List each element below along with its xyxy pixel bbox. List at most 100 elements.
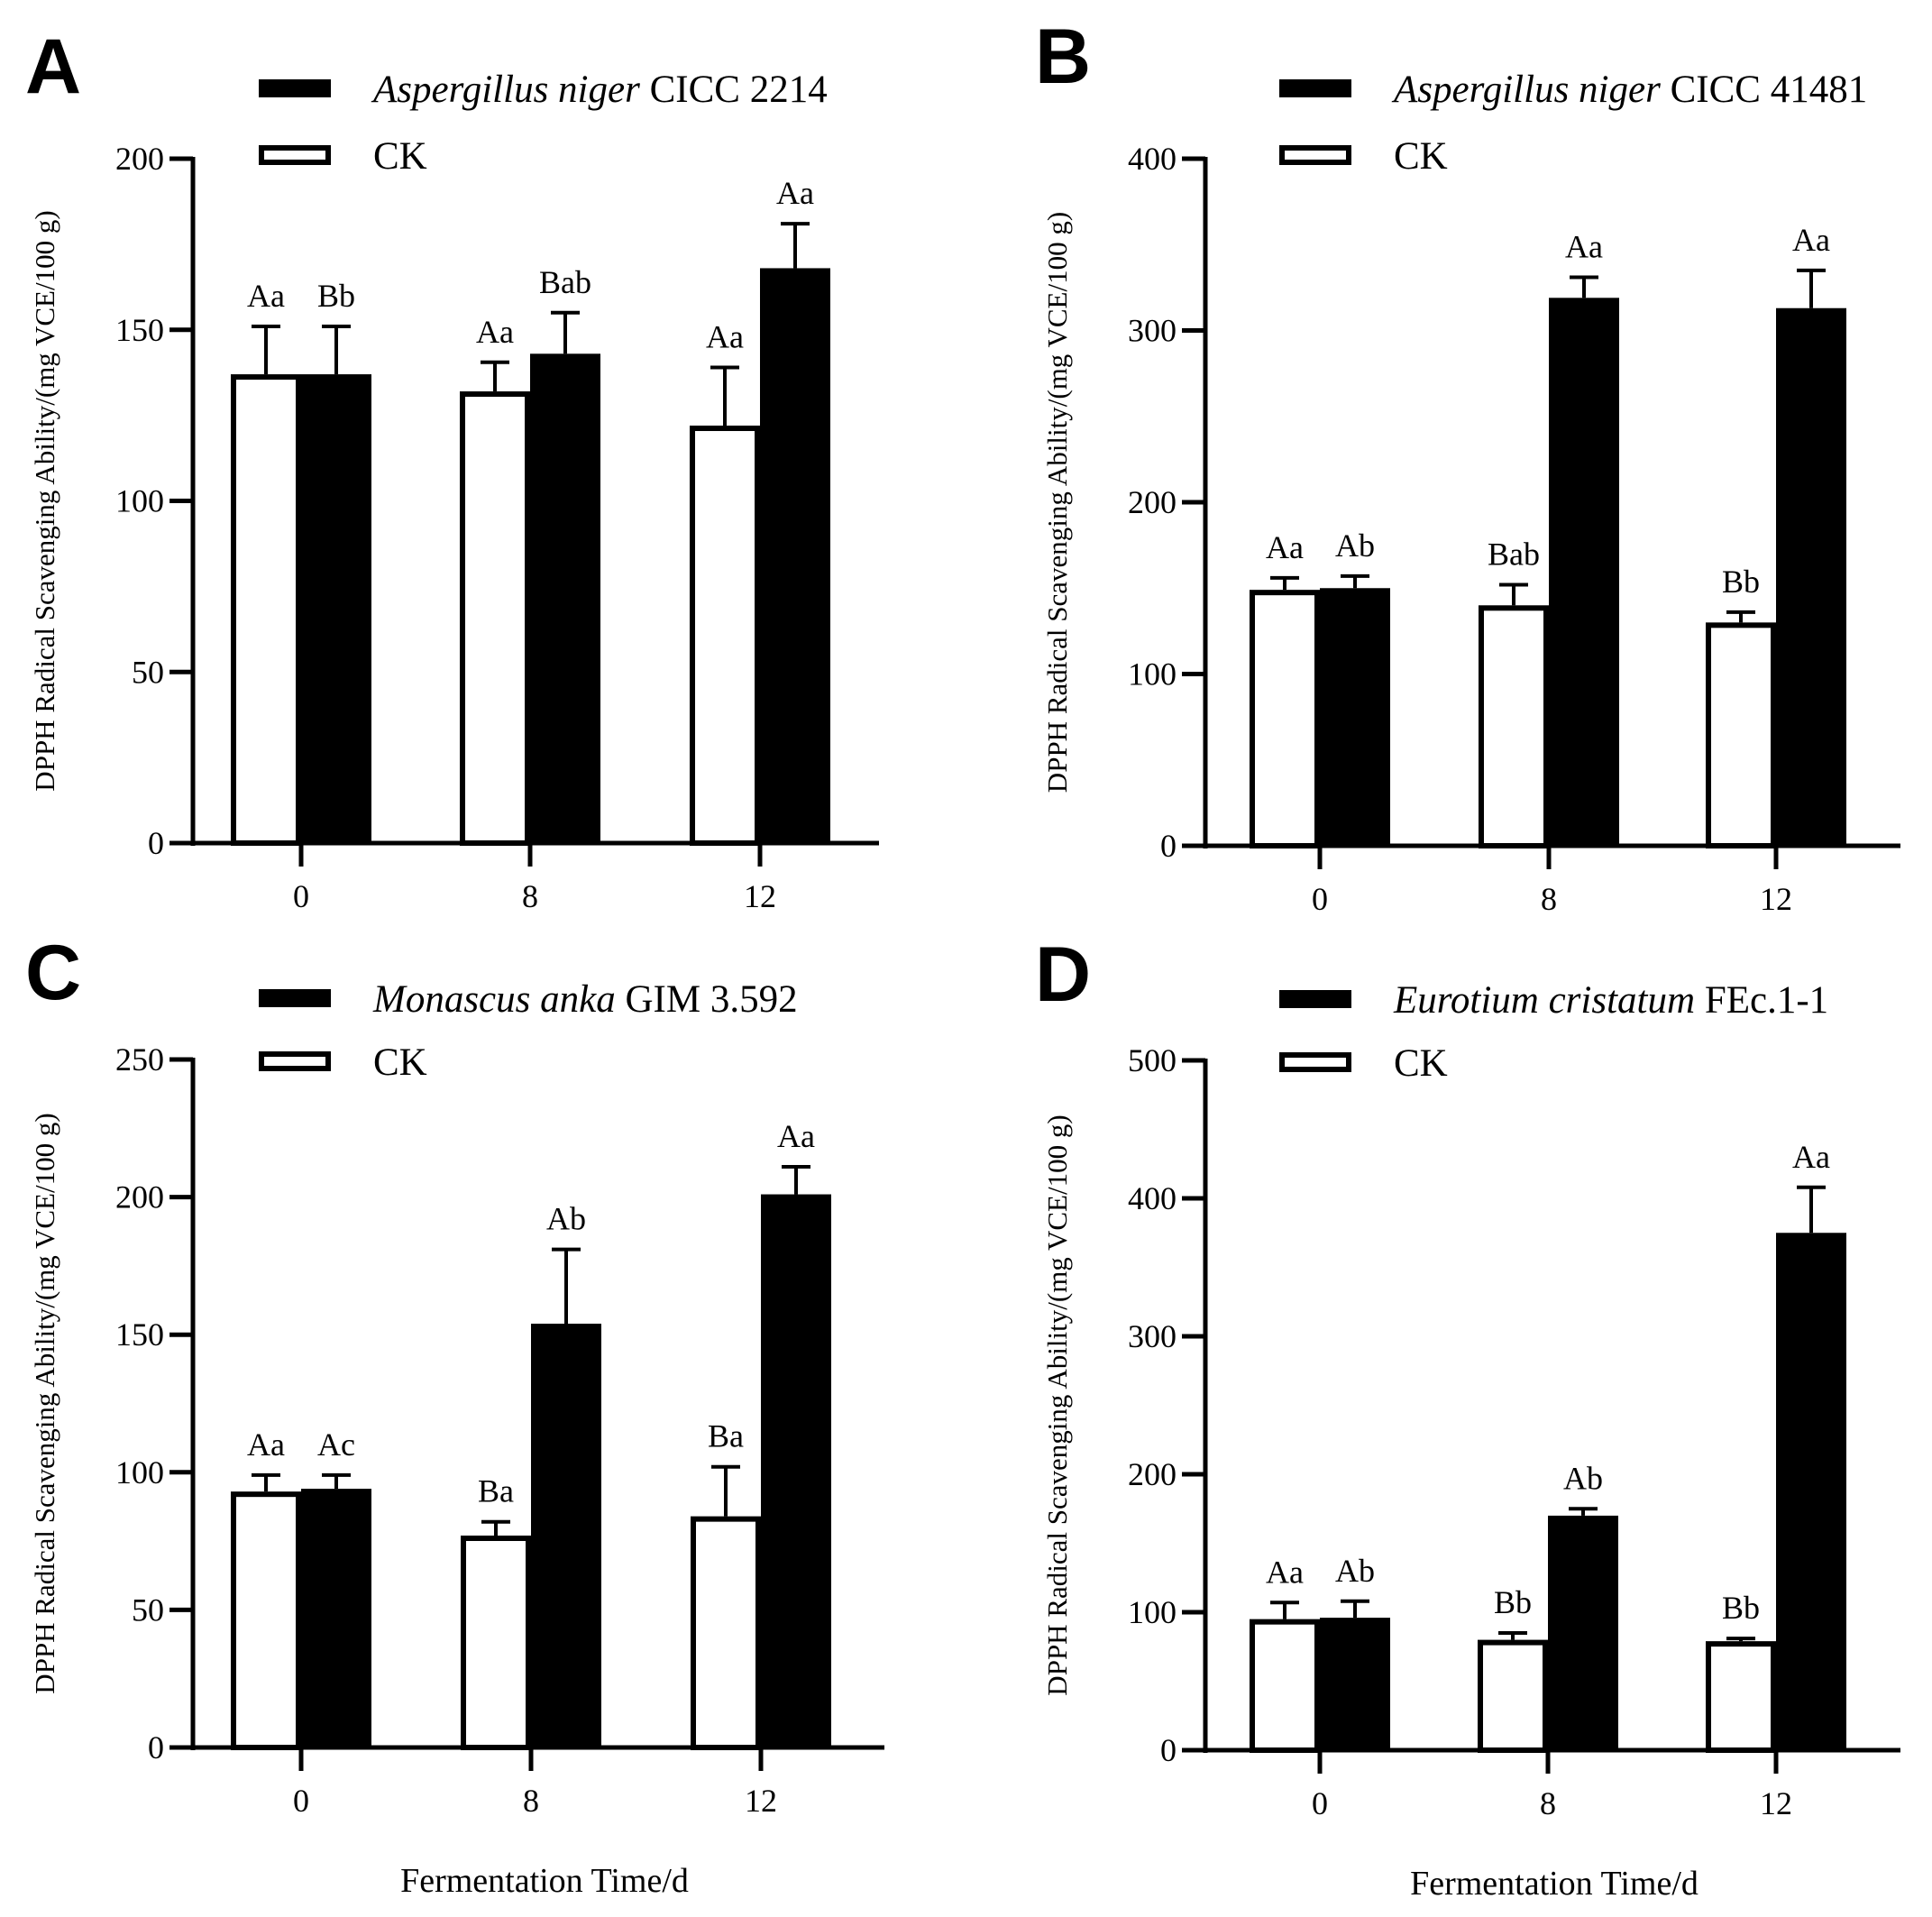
bar-ck	[1250, 1619, 1320, 1754]
y-tick-label: 400	[1128, 141, 1177, 177]
significance-label: Ab	[1335, 527, 1375, 564]
significance-label: Aa	[1792, 222, 1830, 258]
y-tick-label: 50	[132, 654, 164, 690]
x-axis-title-right: Fermentation Time/d	[1410, 1865, 1699, 1903]
y-tick-label: 200	[115, 141, 164, 177]
y-tick-label: 100	[1128, 1594, 1177, 1630]
y-tick-label: 0	[148, 825, 164, 861]
significance-label: Aa	[706, 318, 744, 354]
chart-panel-a: A DPPH Radical Scavenging Ability/(mg VCE…	[25, 23, 879, 914]
significance-label: Aa	[247, 278, 285, 314]
x-tick-label: 12	[1760, 1785, 1792, 1821]
legend-species: Aspergillus niger	[371, 69, 640, 111]
significance-label: Aa	[247, 1426, 285, 1463]
y-tick-label: 100	[115, 483, 164, 519]
significance-label: Bb	[317, 278, 355, 314]
bar-ck	[1479, 605, 1549, 848]
legend-strain: CK	[1394, 135, 1448, 178]
panel-letter: A	[25, 23, 81, 110]
x-tick-label: 12	[1760, 881, 1792, 917]
bar-ck	[231, 1491, 301, 1750]
bar-treatment	[531, 1323, 601, 1747]
bar-ck	[690, 426, 760, 846]
bar-ck	[1478, 1639, 1548, 1753]
x-tick-label: 12	[745, 1783, 777, 1819]
legend-label: Monascus anka GIM 3.592	[372, 978, 798, 1021]
legend-strain: CK	[373, 1041, 427, 1084]
y-tick-label: 250	[115, 1041, 164, 1078]
legend-label: CK	[373, 1041, 427, 1084]
x-tick-label: 8	[1540, 1785, 1556, 1821]
y-tick-label: 0	[148, 1729, 164, 1766]
legend-swatch-treatment	[1279, 79, 1351, 97]
legend-label: Aspergillus niger CICC 2214	[371, 69, 828, 111]
legend-swatch-treatment	[259, 79, 331, 97]
significance-label: Aa	[1266, 1554, 1304, 1590]
significance-label: Aa	[1266, 529, 1304, 565]
bar-ck	[1706, 1641, 1776, 1754]
bar-treatment	[301, 374, 371, 844]
x-tick-label: 8	[523, 1783, 539, 1819]
significance-label: Bb	[1722, 564, 1760, 600]
y-tick-label: 0	[1160, 1732, 1177, 1768]
x-tick-label: 8	[1541, 881, 1557, 917]
chart-panel-c: C DPPH Radical Scavenging Ability/(mg VCE…	[25, 930, 884, 1819]
y-axis-title: DPPH Radical Scavenging Ability/(mg VCE/…	[1041, 1114, 1073, 1695]
legend-swatch-ck	[259, 145, 331, 165]
y-axis-title: DPPH Radical Scavenging Ability/(mg VCE/…	[29, 1113, 60, 1693]
bar-treatment	[1548, 1515, 1618, 1750]
legend-label: Eurotium cristatum FEc.1-1	[1393, 979, 1828, 1022]
bar-ck	[691, 1516, 761, 1750]
significance-label: Ab	[1563, 1460, 1603, 1496]
x-tick-label: 12	[744, 878, 776, 914]
y-tick-label: 100	[115, 1454, 164, 1490]
legend-strain: CICC 2214	[640, 69, 828, 111]
legend-strain: CK	[373, 135, 427, 178]
legend-strain: FEc.1-1	[1695, 979, 1828, 1022]
bar-ck	[1250, 590, 1320, 849]
chart-panel-d: D DPPH Radical Scavenging Ability/(mg VCE…	[1035, 931, 1900, 1821]
bar-treatment	[1320, 1618, 1390, 1750]
legend-swatch-treatment	[259, 989, 331, 1007]
legend-swatch-ck	[259, 1051, 331, 1071]
y-tick-label: 200	[1128, 484, 1177, 520]
y-tick-label: 150	[115, 312, 164, 348]
legend-strain: CK	[1394, 1042, 1448, 1085]
bar-treatment	[1776, 307, 1846, 846]
legend-label: CK	[1394, 1042, 1448, 1085]
bar-ck	[460, 391, 530, 846]
bar-treatment	[760, 268, 830, 843]
bar-ck	[1706, 622, 1776, 848]
legend-swatch-ck	[1279, 145, 1351, 165]
y-tick-label: 400	[1128, 1180, 1177, 1216]
significance-label: Ba	[708, 1418, 744, 1454]
significance-label: Aa	[776, 175, 814, 211]
panel-letter: B	[1035, 14, 1091, 100]
panel-letter: C	[25, 930, 81, 1016]
significance-label: Bab	[1488, 536, 1540, 572]
legend-species: Monascus anka	[372, 978, 616, 1021]
y-axis-title: DPPH Radical Scavenging Ability/(mg VCE/…	[1041, 212, 1073, 793]
legend-strain: GIM 3.592	[616, 978, 798, 1021]
bar-treatment	[1320, 588, 1390, 846]
y-tick-label: 0	[1160, 828, 1177, 864]
significance-label: Aa	[1792, 1139, 1830, 1175]
legend-label: CK	[373, 135, 427, 178]
legend-species: Aspergillus niger	[1391, 69, 1661, 111]
y-tick-label: 100	[1128, 656, 1177, 693]
bar-ck	[231, 374, 301, 846]
y-tick-label: 500	[1128, 1042, 1177, 1078]
legend-label: CK	[1394, 135, 1448, 178]
significance-label: Ab	[546, 1201, 586, 1237]
y-tick-label: 50	[132, 1591, 164, 1628]
bar-treatment	[301, 1489, 371, 1747]
x-axis-title-left: Fermentation Time/d	[400, 1862, 689, 1900]
significance-label: Ac	[317, 1426, 355, 1463]
significance-label: Aa	[777, 1118, 815, 1154]
significance-label: Ab	[1335, 1553, 1375, 1589]
significance-label: Bb	[1722, 1590, 1760, 1626]
significance-label: Aa	[476, 314, 514, 350]
significance-label: Bb	[1494, 1584, 1532, 1620]
bar-treatment	[530, 353, 600, 843]
